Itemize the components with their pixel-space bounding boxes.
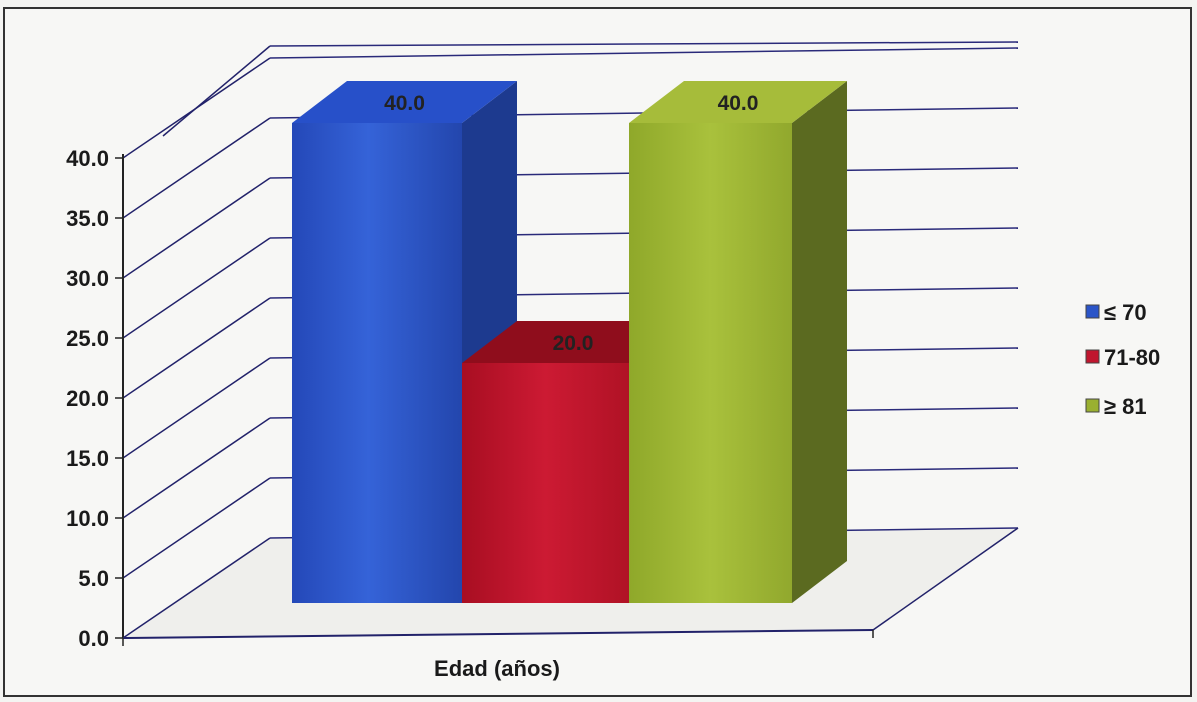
legend-label: ≥ 81 xyxy=(1104,394,1147,419)
legend-item-1: ≤ 70 xyxy=(1085,300,1147,325)
gridline-side xyxy=(122,297,271,399)
y-tick-label: 10.0 xyxy=(66,506,109,531)
bar-front xyxy=(462,363,629,603)
x-axis-title: Edad (años) xyxy=(434,656,560,681)
y-tick-label: 25.0 xyxy=(66,326,109,351)
x-axis-line xyxy=(122,629,874,639)
axes: 0.0 5.0 10.0 15.0 20.0 25.0 30.0 35.0 40.0 xyxy=(66,146,1019,651)
legend-item-3: ≥ 81 xyxy=(1085,394,1147,419)
gridline-side xyxy=(122,117,271,219)
gridline-back xyxy=(269,41,1019,47)
gridline-side xyxy=(122,237,271,339)
bar-front xyxy=(629,123,792,603)
legend-label: 71-80 xyxy=(1104,345,1160,370)
bar-3 xyxy=(629,81,847,603)
gridline-side xyxy=(162,45,271,137)
gridline-side xyxy=(122,177,271,279)
bar-top xyxy=(629,81,847,123)
gridline-side xyxy=(122,357,271,459)
data-label-1: 40.0 xyxy=(384,92,425,115)
bar-top xyxy=(462,321,684,363)
bars xyxy=(292,81,847,603)
gridline-back xyxy=(269,47,1019,59)
legend-item-2: 71-80 xyxy=(1085,345,1160,370)
legend-swatch xyxy=(1085,398,1100,413)
legend-label: ≤ 70 xyxy=(1104,300,1147,325)
gridline-side xyxy=(122,477,271,579)
y-tick-label: 40.0 xyxy=(66,146,109,171)
bar-side xyxy=(792,81,847,603)
y-tick-label: 35.0 xyxy=(66,206,109,231)
floor-edge xyxy=(872,527,1019,631)
gridline-side xyxy=(122,537,271,639)
data-label-2: 20.0 xyxy=(553,332,594,355)
y-tick-label: 5.0 xyxy=(78,566,109,591)
gridline-side xyxy=(122,417,271,519)
y-tick-label: 20.0 xyxy=(66,386,109,411)
data-labels: 40.0 20.0 40.0 xyxy=(384,92,758,355)
bar-top xyxy=(292,81,517,123)
legend-swatch xyxy=(1085,349,1100,364)
y-tick-label: 15.0 xyxy=(66,446,109,471)
y-tick-label: 30.0 xyxy=(66,266,109,291)
y-tick-label: 0.0 xyxy=(78,626,109,651)
legend: ≤ 70 71-80 ≥ 81 xyxy=(1085,300,1160,419)
bar-front xyxy=(292,123,462,603)
legend-swatch xyxy=(1085,304,1100,319)
data-label-3: 40.0 xyxy=(718,92,759,115)
